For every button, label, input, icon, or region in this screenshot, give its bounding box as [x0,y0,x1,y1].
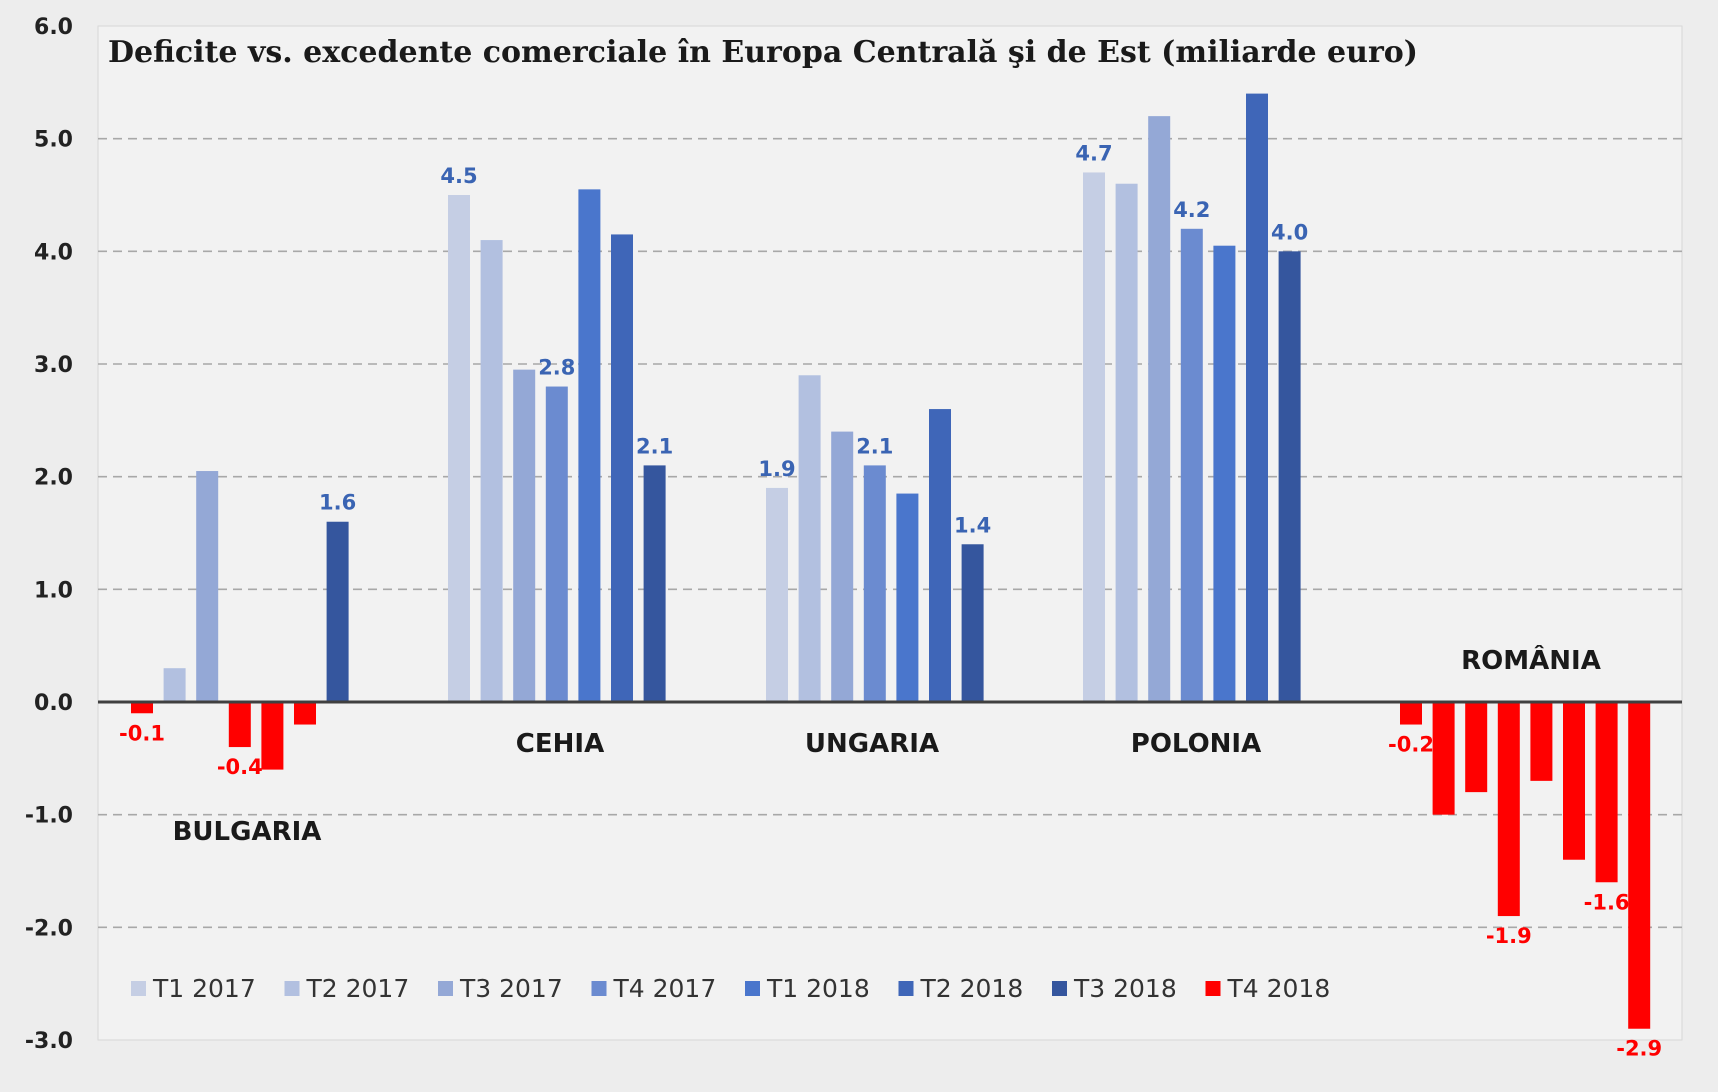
data-label: 2.8 [538,356,575,380]
data-label: 4.5 [440,164,477,188]
category-labels: BULGARIA CEHIA UNGARIA POLONIA ROMÂNIA [173,644,1601,847]
legend-swatch [591,981,607,996]
legend-label: T1 2018 [766,974,870,1003]
bar [1400,702,1422,725]
data-label: 1.9 [758,457,795,481]
legend-swatch [131,981,146,996]
y-tick-label: 0.0 [34,691,73,716]
bar [863,465,886,702]
y-tick-label: 5.0 [34,128,73,153]
data-label: -1.6 [1584,890,1630,914]
legend-label: T2 2018 [920,974,1024,1003]
data-label: 4.2 [1173,198,1210,222]
bar [294,702,316,725]
bar [163,668,186,702]
legend-swatch [1052,981,1067,996]
bar [1246,93,1268,703]
legend: T1 2017 T2 2017 T3 2017 T4 2017 T1 2018 T2 20… [131,974,1330,1003]
legend-label: T3 2018 [1073,974,1177,1003]
bar [448,195,470,702]
bars [131,93,1651,1029]
category-label: BULGARIA [173,817,322,847]
plot-area [97,25,1683,1041]
gridlines [98,137,1682,929]
y-tick-label: -2.0 [25,916,73,941]
bar [611,234,633,702]
bar [228,702,251,748]
data-label: 2.1 [856,434,893,458]
y-tick-label: 6.0 [34,15,73,40]
y-axis-ticks: 6.0 5.0 4.0 3.0 2.0 1.0 0.0 -1.0 -2.0 -3.0 [25,15,73,1054]
bar [261,702,284,770]
legend-swatch [745,981,760,996]
data-label: -0.4 [217,755,263,779]
bar [1180,228,1203,703]
category-label: POLONIA [1131,729,1261,759]
y-tick-label: -3.0 [25,1029,73,1054]
bar [1083,172,1105,702]
bar [545,386,568,702]
category-label: CEHIA [516,729,604,759]
bar [766,487,788,702]
y-tick-label: -1.0 [25,804,73,829]
bar [1213,245,1236,702]
bar [1563,702,1585,860]
legend-swatch [1205,981,1221,996]
bar [1595,702,1618,883]
y-tick-label: 4.0 [34,240,73,265]
category-label: ROMÂNIA [1461,644,1601,676]
legend-label: T4 2017 [613,974,717,1003]
bar [480,240,503,703]
bar [831,431,854,702]
bar [1115,183,1138,702]
data-label: 1.6 [319,491,356,515]
legend-label: T4 2018 [1227,974,1331,1003]
data-label: 2.1 [636,434,673,458]
legend-label: T2 2017 [306,974,410,1003]
legend-label: T3 2017 [459,974,563,1003]
data-label: -2.9 [1616,1037,1662,1061]
bar [643,465,666,702]
chart-title: Deficite vs. excedente comerciale în Eur… [108,35,1418,70]
category-label: UNGARIA [805,729,939,759]
data-label: -0.1 [119,721,165,745]
bar [929,409,951,702]
bar [961,544,984,702]
bar [578,189,601,702]
bar [196,471,219,702]
bar [1148,116,1171,703]
bar [1432,702,1455,815]
legend-swatch [898,981,914,996]
data-labels: -0.1 -0.4 1.6 4.5 2.8 2.1 1.9 2.1 1.4 4.7 4.2 4.0 -0… [119,141,1662,1060]
bar [1530,702,1553,781]
legend-label: T1 2017 [152,974,256,1003]
data-label: 4.7 [1075,141,1112,165]
data-label: 1.4 [954,513,991,537]
data-label: 4.0 [1271,220,1308,244]
y-tick-label: 3.0 [34,353,73,378]
bar [1628,702,1651,1029]
legend-swatch [438,981,453,996]
bar [513,369,536,702]
bar [1278,251,1301,703]
y-tick-label: 1.0 [34,578,73,603]
bar [1497,702,1520,917]
bar [798,375,821,702]
legend-swatch [284,981,300,996]
bar [896,493,919,702]
bar [131,702,153,714]
bar [326,521,349,702]
bar [1465,702,1488,793]
data-label: -1.9 [1486,924,1532,948]
data-label: -0.2 [1388,733,1434,757]
y-tick-label: 2.0 [34,466,73,491]
